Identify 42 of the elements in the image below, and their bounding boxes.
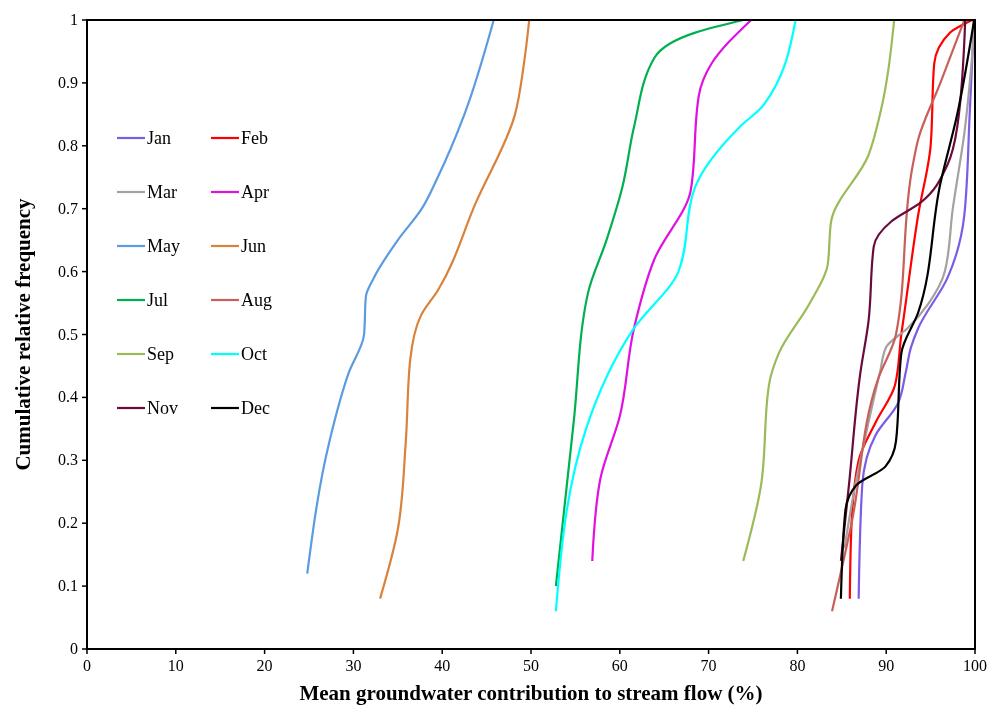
legend-label: Oct: [241, 344, 267, 364]
legend-label: Dec: [241, 398, 270, 418]
legend-label: Jun: [241, 236, 267, 256]
x-tick-label: 20: [256, 657, 273, 674]
legend-label: Jan: [147, 128, 171, 148]
x-tick-label: 10: [167, 657, 184, 674]
line-series: [742, 18, 896, 563]
x-axis-title: Mean groundwater contribution to stream flow (%): [299, 681, 763, 705]
x-tick-label: 40: [434, 657, 451, 674]
legend-label: Aug: [241, 290, 272, 310]
y-tick-label: 0.5: [58, 325, 78, 343]
x-tick-label: 90: [878, 657, 895, 674]
x-tick-label: 60: [611, 657, 628, 674]
line-series: [554, 18, 745, 588]
line-series: [378, 18, 531, 600]
legend-label: Jul: [147, 290, 169, 310]
legend-label: Mar: [147, 182, 177, 202]
legend-label: Sep: [147, 344, 174, 364]
y-tick-label: 0.8: [58, 136, 78, 154]
x-tick-label: 50: [523, 657, 539, 674]
y-tick-label: 0.6: [58, 262, 78, 280]
x-tick-label: 70: [700, 657, 717, 674]
y-tick-label: 0.7: [58, 199, 78, 217]
y-tick-label: 1: [70, 11, 78, 28]
x-tick-label: 100: [963, 657, 987, 674]
x-tick-label: 0: [83, 657, 91, 674]
line-series: [591, 18, 753, 563]
y-tick-label: 0: [70, 640, 78, 657]
y-tick-label: 0.3: [58, 451, 78, 469]
x-tick-label: 30: [345, 657, 362, 674]
y-tick-label: 0.4: [58, 388, 78, 406]
legend-label: Nov: [147, 398, 178, 418]
y-tick-label: 0.9: [58, 73, 78, 91]
y-axis-title: Cumulative relative frequency: [11, 197, 35, 471]
line-series: [554, 18, 797, 613]
line-series: [306, 18, 495, 575]
y-tick-label: 0.1: [58, 577, 78, 595]
legend-label: May: [147, 236, 180, 256]
legend-label: Apr: [241, 182, 269, 202]
legend-label: Feb: [241, 128, 268, 148]
x-tick-label: 80: [789, 657, 806, 674]
y-tick-label: 0.2: [58, 514, 78, 532]
